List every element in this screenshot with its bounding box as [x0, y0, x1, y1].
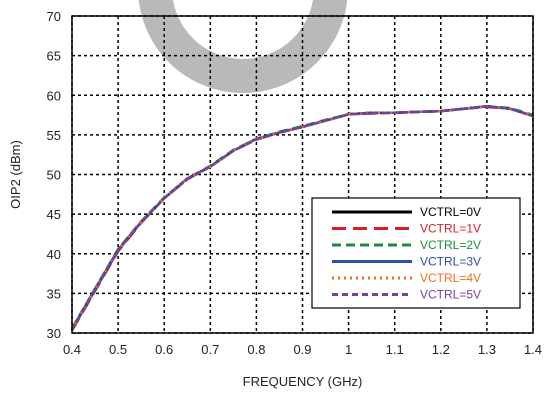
x-tick-label: 0.8: [247, 342, 265, 357]
x-tick-label: 0.6: [155, 342, 173, 357]
y-tick-label: 45: [47, 207, 61, 222]
series-layer: [70, 105, 534, 332]
y-tick-label: 60: [47, 88, 61, 103]
y-tick-label: 70: [47, 9, 61, 24]
y-tick-label: 40: [47, 247, 61, 262]
x-axis-title: FREQUENCY (GHz): [243, 374, 363, 389]
x-tick-label: 1.3: [478, 342, 496, 357]
legend-label-1: VCTRL=1V: [420, 222, 481, 236]
x-tick-label: 1.4: [524, 342, 542, 357]
series-line-5: [70, 105, 534, 331]
y-tick-label: 55: [47, 128, 61, 143]
legend-label-5: VCTRL=5V: [420, 288, 481, 302]
y-tick-label: 35: [47, 286, 61, 301]
legend-label-3: VCTRL=3V: [420, 255, 481, 269]
watermark-ring-icon: [138, 0, 348, 93]
legend-label-4: VCTRL=4V: [420, 271, 481, 285]
x-tick-label: 0.9: [293, 342, 311, 357]
x-tick-label: 1.2: [432, 342, 450, 357]
x-tick-label: 1.1: [386, 342, 404, 357]
x-tick-label: 0.7: [201, 342, 219, 357]
legend-box: [311, 197, 521, 309]
legend: VCTRL=0V VCTRL=1V VCTRL=2V VCTRL=3V VCTRL=4V…: [311, 197, 521, 309]
legend-label-0: VCTRL=0V: [420, 205, 481, 219]
x-tick-label: 0.5: [109, 342, 127, 357]
y-tick-label: 30: [47, 326, 61, 341]
y-tick-label: 50: [47, 168, 61, 183]
x-tick-label: 1: [345, 342, 352, 357]
y-tick-label: 65: [47, 49, 61, 64]
plot-frame: [71, 15, 534, 334]
x-tick-label: 0.4: [63, 342, 81, 357]
legend-label-2: VCTRL=2V: [420, 238, 481, 252]
tick-labels: 0.4 0.5 0.6 0.7 0.8 0.9 1 1.1 1.2 1.3 1.4 30 35 40 45 5…: [47, 9, 543, 357]
y-axis-title: OIP2 (dBm): [8, 140, 23, 209]
